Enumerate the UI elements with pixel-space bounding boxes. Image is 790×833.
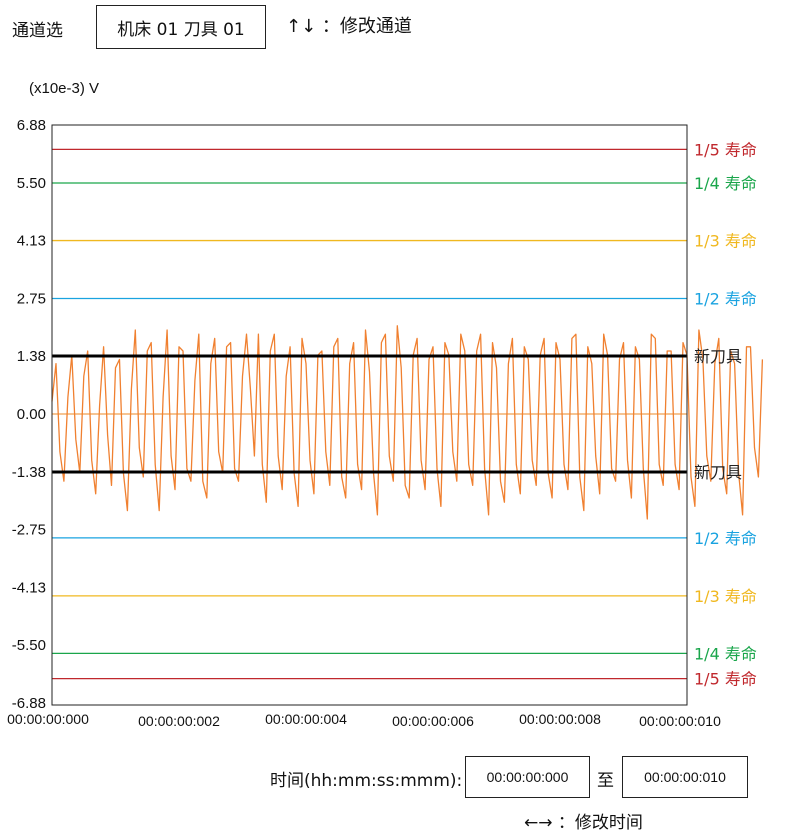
- y-tick-label: -6.88: [12, 695, 46, 712]
- channel-select-label: 通道选: [12, 21, 63, 41]
- x-tick-label: 00:00:00:002: [138, 713, 220, 729]
- y-tick-labels: 6.88 5.50 4.13 2.75 1.38 0.00 -1.38 -2.75 -4.13 -…: [12, 117, 46, 712]
- y-tick-label: 6.88: [17, 117, 46, 134]
- threshold-label-9: 1/5 寿命: [694, 670, 757, 689]
- y-tick-label: 0.00: [17, 406, 46, 423]
- threshold-label-3: 1/2 寿命: [694, 290, 757, 309]
- x-tick-labels: 00:00:00:000 00:00:00:002 00:00:00:004 00:0…: [7, 711, 721, 729]
- y-tick-label: 5.50: [17, 175, 46, 192]
- end-time-input[interactable]: 00:00:00:010: [622, 756, 748, 798]
- start-time-input[interactable]: 00:00:00:000: [465, 756, 590, 798]
- y-tick-label: -1.38: [12, 464, 46, 481]
- threshold-label-0: 1/5 寿命: [694, 140, 757, 159]
- x-tick-label: 00:00:00:000: [7, 711, 89, 727]
- start-time-value: 00:00:00:000: [486, 769, 569, 785]
- plot-border: [51, 124, 688, 706]
- y-tick-label: -2.75: [12, 522, 46, 539]
- channel-hint: ↑↓ ：修改通道: [286, 16, 412, 37]
- signal-series-0: [51, 325, 764, 520]
- channel-value: 机床 01 刀具 01: [117, 19, 245, 40]
- end-time-value: 00:00:00:010: [644, 769, 726, 785]
- x-tick-label: 00:00:00:004: [265, 711, 347, 727]
- plot-frame: [51, 124, 688, 706]
- y-tick-label: -4.13: [12, 579, 46, 596]
- series-group: [51, 148, 764, 680]
- y-tick-label: -5.50: [12, 637, 46, 654]
- y-tick-label: 2.75: [17, 290, 46, 307]
- threshold-label-4: 新刀具: [694, 347, 742, 366]
- threshold-label-2: 1/3 寿命: [694, 232, 757, 251]
- x-tick-label: 00:00:00:008: [519, 711, 601, 727]
- waveform-chart: 6.88 5.50 4.13 2.75 1.38 0.00 -1.38 -2.75 -4.13 -…: [7, 117, 764, 729]
- x-tick-label: 00:00:00:010: [639, 713, 721, 729]
- threshold-label-7: 1/3 寿命: [694, 587, 757, 606]
- y-tick-label: 1.38: [17, 348, 46, 365]
- threshold-label-5: 新刀具: [694, 463, 742, 482]
- time-hint: ←→ ：修改时间: [524, 813, 643, 833]
- x-tick-label: 00:00:00:006: [392, 713, 474, 729]
- y-axis-label: (x10e-3) V: [29, 80, 100, 97]
- threshold-label-1: 1/4 寿命: [694, 174, 757, 193]
- channel-select-box[interactable]: 机床 01 刀具 01: [96, 5, 266, 49]
- time-range-label: 时间(hh:mm:ss:mmm):: [270, 771, 463, 791]
- time-to-label: 至: [597, 771, 614, 791]
- threshold-label-8: 1/4 寿命: [694, 644, 757, 663]
- threshold-label-6: 1/2 寿命: [694, 529, 757, 548]
- y-tick-label: 4.13: [17, 233, 46, 250]
